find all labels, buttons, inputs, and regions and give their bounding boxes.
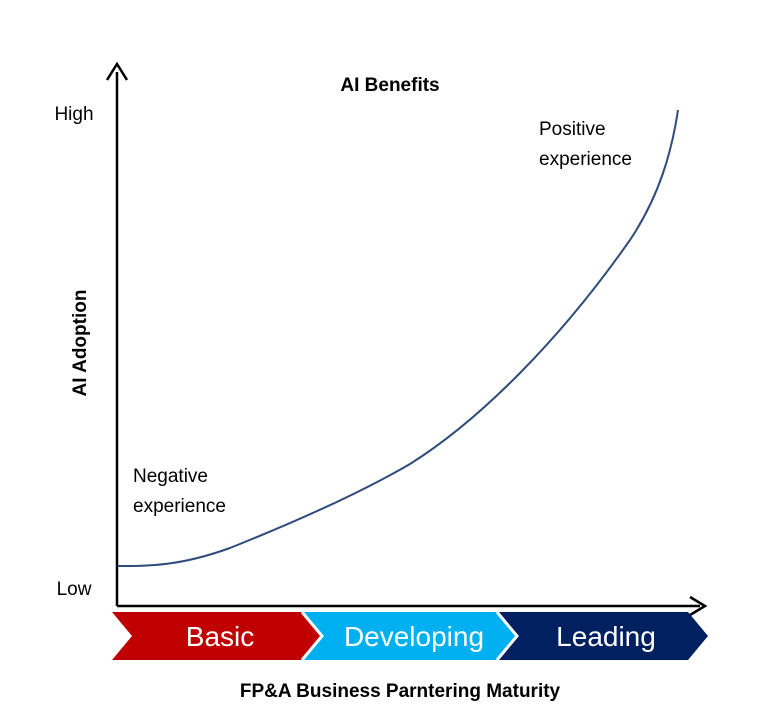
y-axis-title: AI Adoption [70, 290, 91, 397]
negative-experience-label-line1: Negative [133, 466, 208, 487]
adoption-curve [117, 109, 679, 567]
chevron-separator [300, 611, 324, 661]
negative-experience-label-line2: experience [133, 496, 226, 517]
y-tick-high: High [54, 104, 93, 125]
x-axis-arrowhead [689, 595, 708, 617]
positive-experience-label-line1: Positive [539, 119, 606, 140]
stage-label-developing: Developing [344, 621, 484, 652]
chevron-separator [495, 611, 519, 661]
stage-chevron-basic [112, 612, 322, 660]
stage-label-basic: Basic [186, 621, 254, 652]
diagram-title: AI Benefits [340, 75, 439, 96]
y-tick-low: Low [57, 579, 92, 600]
x-axis-title: FP&A Business Parntering Maturity [240, 681, 561, 702]
stage-chevron-leading [497, 612, 708, 660]
positive-experience-label-line2: experience [539, 149, 632, 170]
stage-chevron-developing [302, 612, 517, 660]
stage-label-leading: Leading [556, 621, 656, 652]
y-axis-arrowhead [105, 61, 129, 81]
